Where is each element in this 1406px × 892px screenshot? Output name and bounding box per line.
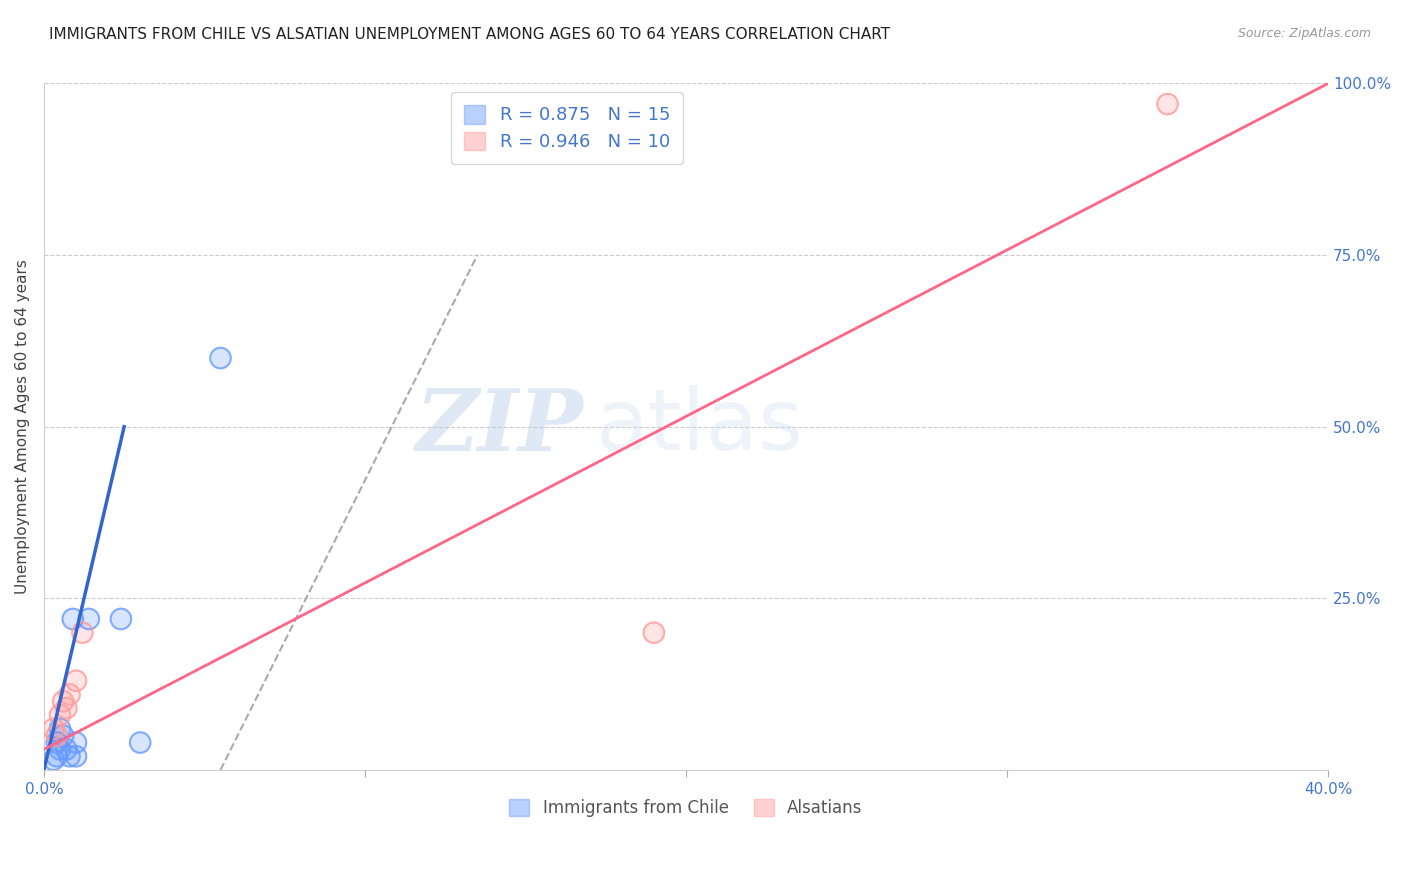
Point [643, 625, 665, 640]
Point [58, 688, 80, 702]
Point [49, 742, 72, 756]
Point [45, 735, 67, 749]
Point [45, 749, 67, 764]
Point [110, 612, 132, 626]
Point [58, 749, 80, 764]
Point [65, 673, 87, 688]
Text: Source: ZipAtlas.com: Source: ZipAtlas.com [1237, 27, 1371, 40]
Legend: Immigrants from Chile, Alsatians: Immigrants from Chile, Alsatians [503, 792, 869, 823]
Point [42, 722, 65, 736]
Point [643, 625, 665, 640]
Point [58, 749, 80, 764]
Point [52, 729, 75, 743]
Point [58, 688, 80, 702]
Text: atlas: atlas [596, 385, 804, 468]
Point [129, 735, 152, 749]
Point [65, 735, 87, 749]
Point [1156, 97, 1178, 112]
Point [65, 735, 87, 749]
Point [1156, 97, 1178, 112]
Point [55, 701, 77, 715]
Point [65, 673, 87, 688]
Point [77, 612, 100, 626]
Point [45, 735, 67, 749]
Point [52, 729, 75, 743]
Point [55, 701, 77, 715]
Point [49, 722, 72, 736]
Point [49, 708, 72, 723]
Point [65, 749, 87, 764]
Point [45, 729, 67, 743]
Point [209, 351, 232, 365]
Text: IMMIGRANTS FROM CHILE VS ALSATIAN UNEMPLOYMENT AMONG AGES 60 TO 64 YEARS CORRELA: IMMIGRANTS FROM CHILE VS ALSATIAN UNEMPL… [49, 27, 890, 42]
Point [62, 612, 84, 626]
Point [49, 708, 72, 723]
Point [52, 694, 75, 708]
Point [42, 722, 65, 736]
Point [42, 753, 65, 767]
Point [49, 742, 72, 756]
Point [209, 351, 232, 365]
Point [72, 625, 94, 640]
Point [110, 612, 132, 626]
Point [129, 735, 152, 749]
Point [45, 749, 67, 764]
Point [72, 625, 94, 640]
Point [55, 742, 77, 756]
Point [42, 753, 65, 767]
Y-axis label: Unemployment Among Ages 60 to 64 years: Unemployment Among Ages 60 to 64 years [15, 260, 30, 594]
Text: ZIP: ZIP [415, 385, 583, 468]
Point [55, 742, 77, 756]
Point [65, 749, 87, 764]
Point [49, 722, 72, 736]
Point [45, 729, 67, 743]
Point [52, 694, 75, 708]
Point [62, 612, 84, 626]
Point [77, 612, 100, 626]
